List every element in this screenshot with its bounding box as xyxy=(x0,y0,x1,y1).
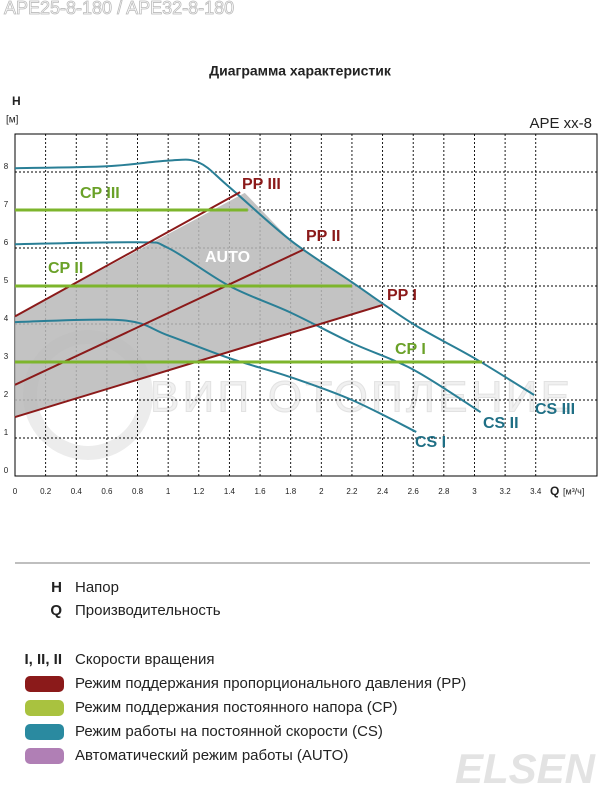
y-tick-label: 7 xyxy=(4,200,9,209)
watermark: ВИП ОТОПЛЕНИЕ xyxy=(150,373,570,422)
x-tick-label: 3 xyxy=(472,487,477,496)
legend-text: Скорости вращения xyxy=(75,651,214,668)
mode-swatch xyxy=(25,724,64,740)
series-label: CP III xyxy=(80,185,120,202)
legend-key: I, II, II xyxy=(24,651,62,668)
x-tick-label: 2.8 xyxy=(438,487,450,496)
y-tick-label: 4 xyxy=(4,314,9,323)
y-tick-label: 3 xyxy=(4,352,9,361)
x-unit: [м³/ч] xyxy=(563,486,584,496)
x-tick-label: 2 xyxy=(319,487,324,496)
x-label: Q xyxy=(550,484,559,498)
y-tick-label: 0 xyxy=(4,466,9,475)
series-label: CS I xyxy=(415,434,446,451)
plot: ВИП ОТОПЛЕНИЕ xyxy=(14,133,598,477)
x-tick-label: 1.2 xyxy=(193,487,205,496)
series-label: CS II xyxy=(483,415,519,432)
x-tick-label: 3.4 xyxy=(530,487,542,496)
annotation: APE xx-8 xyxy=(529,115,592,132)
mode-text: Режим поддержания постоянного напора (CP… xyxy=(75,699,398,716)
x-tick-label: 2.2 xyxy=(346,487,358,496)
curve xyxy=(14,241,482,414)
y-label: H xyxy=(12,94,21,108)
x-tick-label: 0.6 xyxy=(101,487,113,496)
y-tick-label: 5 xyxy=(4,276,9,285)
y-tick-label: 1 xyxy=(4,428,9,437)
x-tick-label: 3.2 xyxy=(500,487,512,496)
curve xyxy=(14,191,241,318)
chart-title: Диаграмма характеристик xyxy=(209,63,392,79)
series-label: PP II xyxy=(306,228,340,245)
series-label: AUTO xyxy=(205,249,250,266)
mode-swatch xyxy=(25,700,64,716)
x-tick-label: 0.4 xyxy=(71,487,83,496)
series-label: PP III xyxy=(242,176,281,193)
y-tick-label: 8 xyxy=(4,162,9,171)
mode-text: Режим поддержания пропорционального давл… xyxy=(75,675,466,692)
series-label: CP II xyxy=(48,260,83,277)
mode-swatch xyxy=(25,748,64,764)
legend-text: Производительность xyxy=(75,602,221,619)
x-tick-label: 1.4 xyxy=(224,487,236,496)
legend-key: Q xyxy=(50,602,62,619)
y-tick-label: 2 xyxy=(4,390,9,399)
y-unit: [м] xyxy=(6,115,19,126)
series-label: PP I xyxy=(387,287,417,304)
plot-frame xyxy=(14,133,598,477)
x-tick-label: 1 xyxy=(166,487,171,496)
x-tick-label: 1.6 xyxy=(254,487,266,496)
x-tick-label: 1.8 xyxy=(285,487,297,496)
x-tick-label: 2.4 xyxy=(377,487,389,496)
mode-text: Режим работы на постоянной скорости (CS) xyxy=(75,723,383,740)
x-tick-label: 0 xyxy=(13,487,18,496)
legend-text: Напор xyxy=(75,579,119,596)
x-tick-label: 0.8 xyxy=(132,487,144,496)
legend-key: H xyxy=(51,579,62,596)
x-tick-label: 2.6 xyxy=(408,487,420,496)
x-tick-label: 0.2 xyxy=(40,487,52,496)
header: APE25-8-180 / APE32-8-180 xyxy=(4,0,234,18)
y-tick-label: 6 xyxy=(4,238,9,247)
series-label: CP I xyxy=(395,341,426,358)
series-label: CS III xyxy=(535,401,575,418)
curve xyxy=(14,158,535,396)
mode-text: Автоматический режим работы (AUTO) xyxy=(75,747,348,764)
curve xyxy=(14,318,417,433)
logo: ELSEN xyxy=(455,745,597,792)
mode-swatch xyxy=(25,676,64,692)
